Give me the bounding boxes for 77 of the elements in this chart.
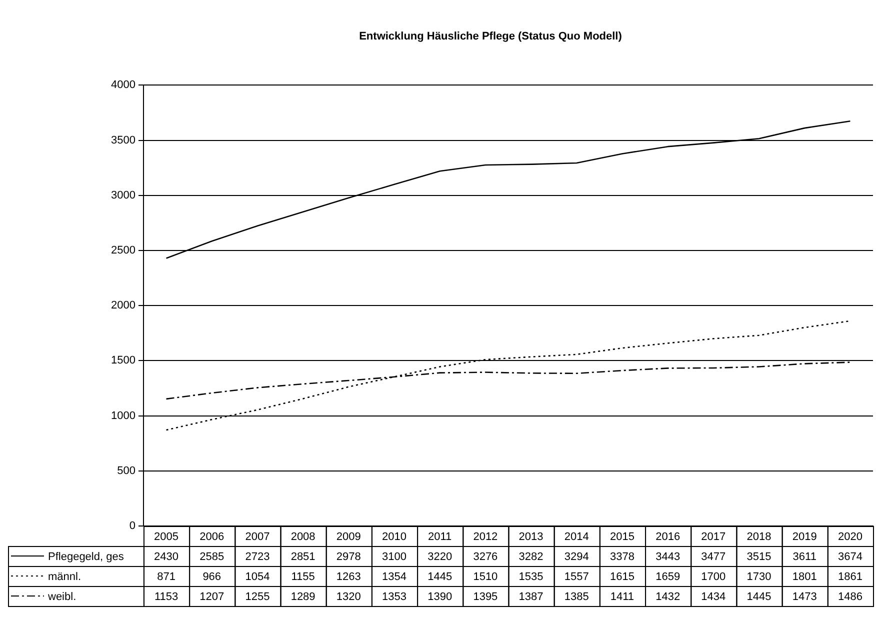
data-label: 3443	[656, 551, 680, 564]
data-label: 1153	[154, 591, 178, 604]
data-label: 1659	[656, 571, 680, 584]
data-label: 1730	[746, 571, 772, 584]
data-label: 1054	[245, 571, 270, 584]
data-label: 3477	[701, 551, 726, 564]
x-tick-label: 2015	[610, 531, 634, 544]
data-label: 1445	[428, 571, 452, 584]
data-label: 966	[202, 571, 222, 584]
data-label: 1411	[610, 591, 634, 604]
x-tick-label: 2019	[792, 531, 817, 544]
data-label: 1263	[336, 571, 361, 584]
data-label: 1615	[610, 571, 634, 584]
data-label: 2585	[200, 551, 224, 564]
x-tick-label: 2010	[382, 531, 406, 544]
data-label: 3100	[382, 551, 406, 564]
y-tick-label: 3000	[110, 189, 136, 202]
x-tick-label: 2014	[564, 531, 589, 544]
data-label: 1353	[382, 591, 406, 604]
y-tick-label: 1000	[110, 410, 136, 422]
data-label: 2851	[290, 551, 316, 564]
x-tick-label: 2012	[473, 531, 498, 544]
data-label: 1432	[656, 591, 680, 604]
x-tick-label: 2017	[701, 531, 726, 544]
x-tick-label: 2013	[518, 531, 544, 544]
x-tick-label: 2006	[200, 531, 224, 544]
x-tick-label: 2011	[428, 531, 452, 544]
data-label: 1207	[200, 591, 224, 604]
data-label: 1289	[290, 591, 316, 604]
data-label: 871	[157, 571, 176, 584]
data-label: 1390	[428, 591, 452, 604]
data-label: 1861	[838, 571, 862, 584]
x-tick-label: 2016	[656, 531, 680, 544]
data-label: 1385	[564, 591, 589, 604]
data-label: 3378	[610, 551, 634, 564]
data-label: 3282	[518, 551, 544, 564]
data-label: 1486	[838, 591, 862, 604]
data-label: 2723	[245, 551, 270, 564]
data-label: 1395	[473, 591, 498, 604]
x-tick-label: 2009	[336, 531, 361, 544]
data-label: 3611	[792, 551, 816, 564]
legend-label: Pflegegeld, ges	[48, 551, 124, 564]
data-label: 2430	[154, 551, 179, 564]
data-label: 3276	[473, 551, 498, 564]
legend-label: männl.	[48, 571, 82, 584]
data-label: 1700	[701, 571, 726, 584]
data-label: 1354	[382, 571, 406, 584]
x-tick-label: 2008	[290, 531, 316, 544]
data-label: 3294	[564, 551, 589, 564]
y-tick-label: 3500	[110, 134, 136, 146]
data-label: 1255	[245, 591, 270, 604]
data-label: 1387	[518, 591, 544, 604]
legend-label: weibl.	[47, 591, 76, 604]
data-label: 1535	[518, 571, 544, 584]
data-label: 1557	[564, 571, 589, 584]
data-label: 3674	[838, 551, 862, 564]
x-tick-label: 2020	[838, 531, 862, 544]
y-tick-label: 2500	[110, 244, 136, 257]
y-tick-label: 2000	[110, 300, 136, 312]
data-label: 1320	[336, 591, 361, 604]
data-label: 1801	[792, 571, 817, 584]
y-tick-label: 0	[129, 520, 136, 532]
data-label: 1473	[792, 591, 817, 604]
data-label: 1155	[291, 571, 315, 584]
y-tick-label: 4000	[110, 79, 136, 92]
data-label: 1445	[746, 591, 772, 604]
data-label: 3220	[428, 551, 452, 564]
data-label: 3515	[746, 551, 772, 564]
chart-title: Entwicklung Häusliche Pflege (Status Quo Modell)	[359, 30, 622, 43]
y-tick-label: 1500	[110, 354, 136, 367]
data-label: 1434	[701, 591, 726, 604]
x-tick-label: 2005	[154, 531, 179, 544]
data-label: 2978	[336, 551, 361, 564]
x-tick-label: 2007	[245, 531, 270, 544]
y-tick-label: 500	[117, 464, 136, 477]
x-tick-label: 2018	[746, 531, 772, 544]
data-label: 1510	[473, 571, 498, 584]
